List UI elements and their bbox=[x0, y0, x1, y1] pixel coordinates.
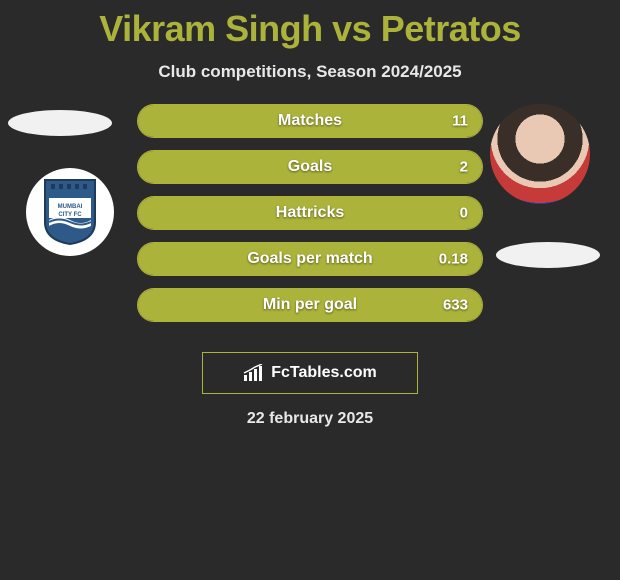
stat-bars: Matches 11 Goals 2 Hattricks 0 Goals per match… bbox=[137, 104, 483, 334]
stat-value-right: 2 bbox=[460, 159, 468, 176]
subtitle: Club competitions, Season 2024/2025 bbox=[0, 62, 620, 82]
stat-bar: Goals per match 0.18 bbox=[137, 242, 483, 276]
right-player-name-ellipse bbox=[496, 242, 600, 268]
stat-value-right: 0 bbox=[460, 205, 468, 222]
stat-label: Matches bbox=[278, 112, 342, 130]
stat-label: Goals bbox=[288, 158, 332, 176]
stat-bar: Matches 11 bbox=[137, 104, 483, 138]
brand-box[interactable]: FcTables.com bbox=[202, 352, 418, 394]
right-player-avatar bbox=[490, 104, 590, 204]
stat-label: Goals per match bbox=[247, 250, 372, 268]
stat-label: Min per goal bbox=[263, 296, 357, 314]
date-text: 22 february 2025 bbox=[247, 410, 373, 428]
stat-value-right: 0.18 bbox=[439, 251, 468, 268]
brand-text: FcTables.com bbox=[271, 364, 377, 382]
svg-text:MUMBAI: MUMBAI bbox=[58, 204, 83, 210]
left-player-name-ellipse bbox=[8, 110, 112, 136]
stat-value-right: 633 bbox=[443, 297, 468, 314]
bar-chart-icon bbox=[243, 364, 265, 382]
stat-bar: Hattricks 0 bbox=[137, 196, 483, 230]
page-title: Vikram Singh vs Petratos bbox=[0, 0, 620, 50]
stat-bar: Goals 2 bbox=[137, 150, 483, 184]
stat-value-right: 11 bbox=[452, 113, 468, 130]
svg-text:CITY FC: CITY FC bbox=[58, 212, 82, 218]
mumbai-city-crest-icon: MUMBAI CITY FC bbox=[41, 178, 99, 246]
left-team-badge: MUMBAI CITY FC bbox=[26, 168, 114, 256]
stat-bar: Min per goal 633 bbox=[137, 288, 483, 322]
stat-label: Hattricks bbox=[276, 204, 344, 222]
